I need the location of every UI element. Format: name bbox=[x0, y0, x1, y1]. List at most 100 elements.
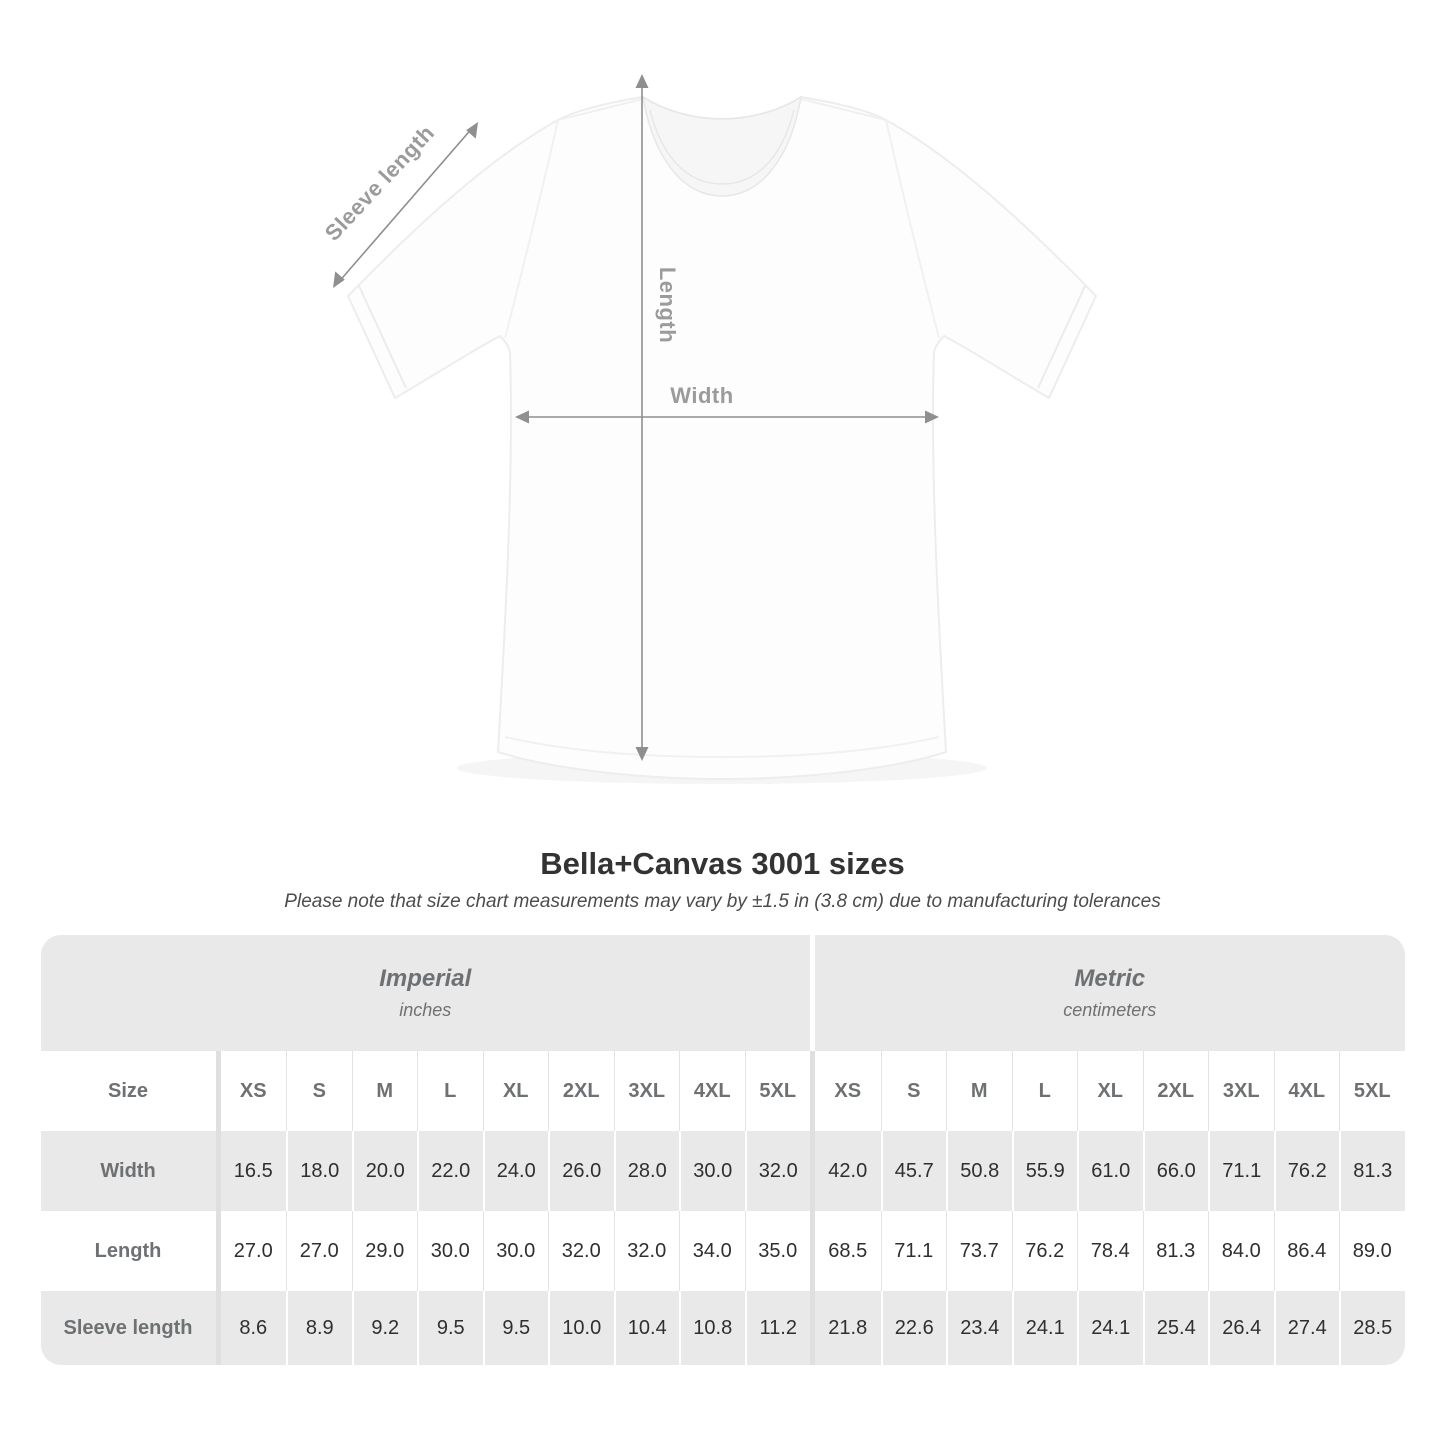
imperial-section-header: Imperial inches bbox=[40, 935, 810, 1051]
size-column-header: XL bbox=[482, 1051, 548, 1131]
hem-seam bbox=[504, 736, 940, 759]
measurement-value: 28.5 bbox=[1339, 1291, 1405, 1365]
measurement-value: 32.0 bbox=[744, 1131, 810, 1211]
tshirt-body bbox=[346, 95, 1098, 781]
measurement-value: 45.7 bbox=[880, 1131, 946, 1211]
measurement-value: 18.0 bbox=[286, 1131, 352, 1211]
measurement-value: 10.4 bbox=[613, 1291, 679, 1365]
size-column-header: L bbox=[1011, 1051, 1077, 1131]
length-arrow bbox=[635, 74, 649, 761]
size-column-header: S bbox=[880, 1051, 946, 1131]
measurement-value: 81.3 bbox=[1339, 1131, 1405, 1211]
measurement-row-label: Width bbox=[40, 1131, 216, 1211]
left-armhole-seam bbox=[504, 119, 559, 339]
measurement-value: 68.5 bbox=[815, 1211, 881, 1291]
size-column-header: 3XL bbox=[1208, 1051, 1274, 1131]
measurement-value: 24.0 bbox=[482, 1131, 548, 1211]
collar bbox=[641, 95, 803, 197]
column-separator bbox=[215, 1051, 221, 1131]
measurement-value: 8.6 bbox=[220, 1291, 286, 1365]
measurement-value: 23.4 bbox=[946, 1291, 1012, 1365]
metric-unit: centimeters bbox=[1063, 1000, 1157, 1020]
size-column-header: L bbox=[417, 1051, 483, 1131]
length-label: Length bbox=[655, 267, 680, 343]
width-arrow bbox=[515, 410, 939, 424]
imperial-unit: inches bbox=[399, 1000, 452, 1020]
measurement-value: 86.4 bbox=[1273, 1211, 1339, 1291]
measurement-value: 27.4 bbox=[1273, 1291, 1339, 1365]
measurement-value: 10.8 bbox=[679, 1291, 745, 1365]
measurement-value: 32.0 bbox=[613, 1211, 679, 1291]
measurement-value: 27.0 bbox=[286, 1211, 352, 1291]
measurement-value: 76.2 bbox=[1011, 1211, 1077, 1291]
measurement-value: 30.0 bbox=[417, 1211, 483, 1291]
measurement-value: 71.1 bbox=[880, 1211, 946, 1291]
measurement-value: 9.2 bbox=[351, 1291, 417, 1365]
measurement-value: 9.5 bbox=[417, 1291, 483, 1365]
measurement-value: 42.0 bbox=[815, 1131, 881, 1211]
size-column-header: 2XL bbox=[548, 1051, 614, 1131]
column-separator bbox=[810, 1291, 815, 1365]
size-table: Imperial inches Metric centimeters Size X… bbox=[40, 935, 1405, 1365]
imperial-title: Imperial bbox=[379, 965, 472, 992]
right-armhole-seam bbox=[885, 119, 940, 339]
size-column-header: XS bbox=[220, 1051, 286, 1131]
measurement-value: 55.9 bbox=[1011, 1131, 1077, 1211]
metric-title: Metric bbox=[1074, 965, 1146, 992]
measurement-value: 26.4 bbox=[1208, 1291, 1274, 1365]
measurement-value: 9.5 bbox=[482, 1291, 548, 1365]
measurement-value: 21.8 bbox=[815, 1291, 881, 1365]
size-column-header: XS bbox=[815, 1051, 881, 1131]
measurement-value: 29.0 bbox=[351, 1211, 417, 1291]
size-column-header: 3XL bbox=[613, 1051, 679, 1131]
sleeve-length-arrow bbox=[333, 122, 478, 288]
measurement-value: 71.1 bbox=[1208, 1131, 1274, 1211]
measurement-value: 28.0 bbox=[613, 1131, 679, 1211]
measurement-value: 81.3 bbox=[1142, 1211, 1208, 1291]
measurement-value: 30.0 bbox=[482, 1211, 548, 1291]
size-column-header: 5XL bbox=[744, 1051, 810, 1131]
size-column-header: S bbox=[286, 1051, 352, 1131]
measurement-value: 22.0 bbox=[417, 1131, 483, 1211]
measurement-value: 76.2 bbox=[1273, 1131, 1339, 1211]
column-separator bbox=[215, 1211, 221, 1291]
measurement-value: 34.0 bbox=[679, 1211, 745, 1291]
left-shoulder-seam bbox=[557, 98, 644, 121]
measurement-value: 8.9 bbox=[286, 1291, 352, 1365]
measurement-value: 73.7 bbox=[946, 1211, 1012, 1291]
page-title: Bella+Canvas 3001 sizes bbox=[540, 846, 905, 881]
measurement-value: 16.5 bbox=[220, 1131, 286, 1211]
column-separator bbox=[810, 1051, 815, 1131]
measurement-row-label: Length bbox=[40, 1211, 216, 1291]
measurement-value: 32.0 bbox=[548, 1211, 614, 1291]
table-row: Size XS S M L XL 2XL 3XL 4XL 5XL XS S M L XL 2XL 3XL 4XL 5… bbox=[40, 1051, 1405, 1131]
left-cuff-seam bbox=[358, 285, 407, 389]
tolerance-note: Please note that size chart measurements… bbox=[284, 891, 1161, 912]
measurement-value: 10.0 bbox=[548, 1291, 614, 1365]
measurement-value: 11.2 bbox=[744, 1291, 810, 1365]
size-column-header: XL bbox=[1077, 1051, 1143, 1131]
measurement-value: 25.4 bbox=[1142, 1291, 1208, 1365]
collar-rib-line bbox=[649, 109, 795, 185]
table-rows: Size XS S M L XL 2XL 3XL 4XL 5XL XS S M L XL 2XL 3XL 4XL 5… bbox=[40, 1051, 1405, 1365]
column-separator bbox=[215, 1131, 221, 1211]
measurement-value: 20.0 bbox=[351, 1131, 417, 1211]
size-header-cell: Size bbox=[40, 1051, 216, 1131]
size-column-header: 4XL bbox=[679, 1051, 745, 1131]
measurement-row-label: Sleeve length bbox=[40, 1291, 216, 1365]
measurement-value: 89.0 bbox=[1339, 1211, 1405, 1291]
tshirt-measurement-diagram: Length Width Sleeve length bbox=[320, 74, 1098, 784]
size-column-header: 2XL bbox=[1142, 1051, 1208, 1131]
column-separator bbox=[810, 1211, 815, 1291]
measurement-value: 24.1 bbox=[1011, 1291, 1077, 1365]
size-column-header: 5XL bbox=[1339, 1051, 1405, 1131]
units-header-row: Imperial inches Metric centimeters bbox=[40, 935, 1405, 1051]
measurement-value: 22.6 bbox=[880, 1291, 946, 1365]
table-row: Length 27.0 27.0 29.0 30.0 30.0 32.0 32.0 34.0 35… bbox=[40, 1211, 1405, 1291]
measurement-value: 26.0 bbox=[548, 1131, 614, 1211]
metric-section-header: Metric centimeters bbox=[815, 935, 1405, 1051]
measurement-value: 66.0 bbox=[1142, 1131, 1208, 1211]
measurement-value: 35.0 bbox=[744, 1211, 810, 1291]
measurement-value: 30.0 bbox=[679, 1131, 745, 1211]
